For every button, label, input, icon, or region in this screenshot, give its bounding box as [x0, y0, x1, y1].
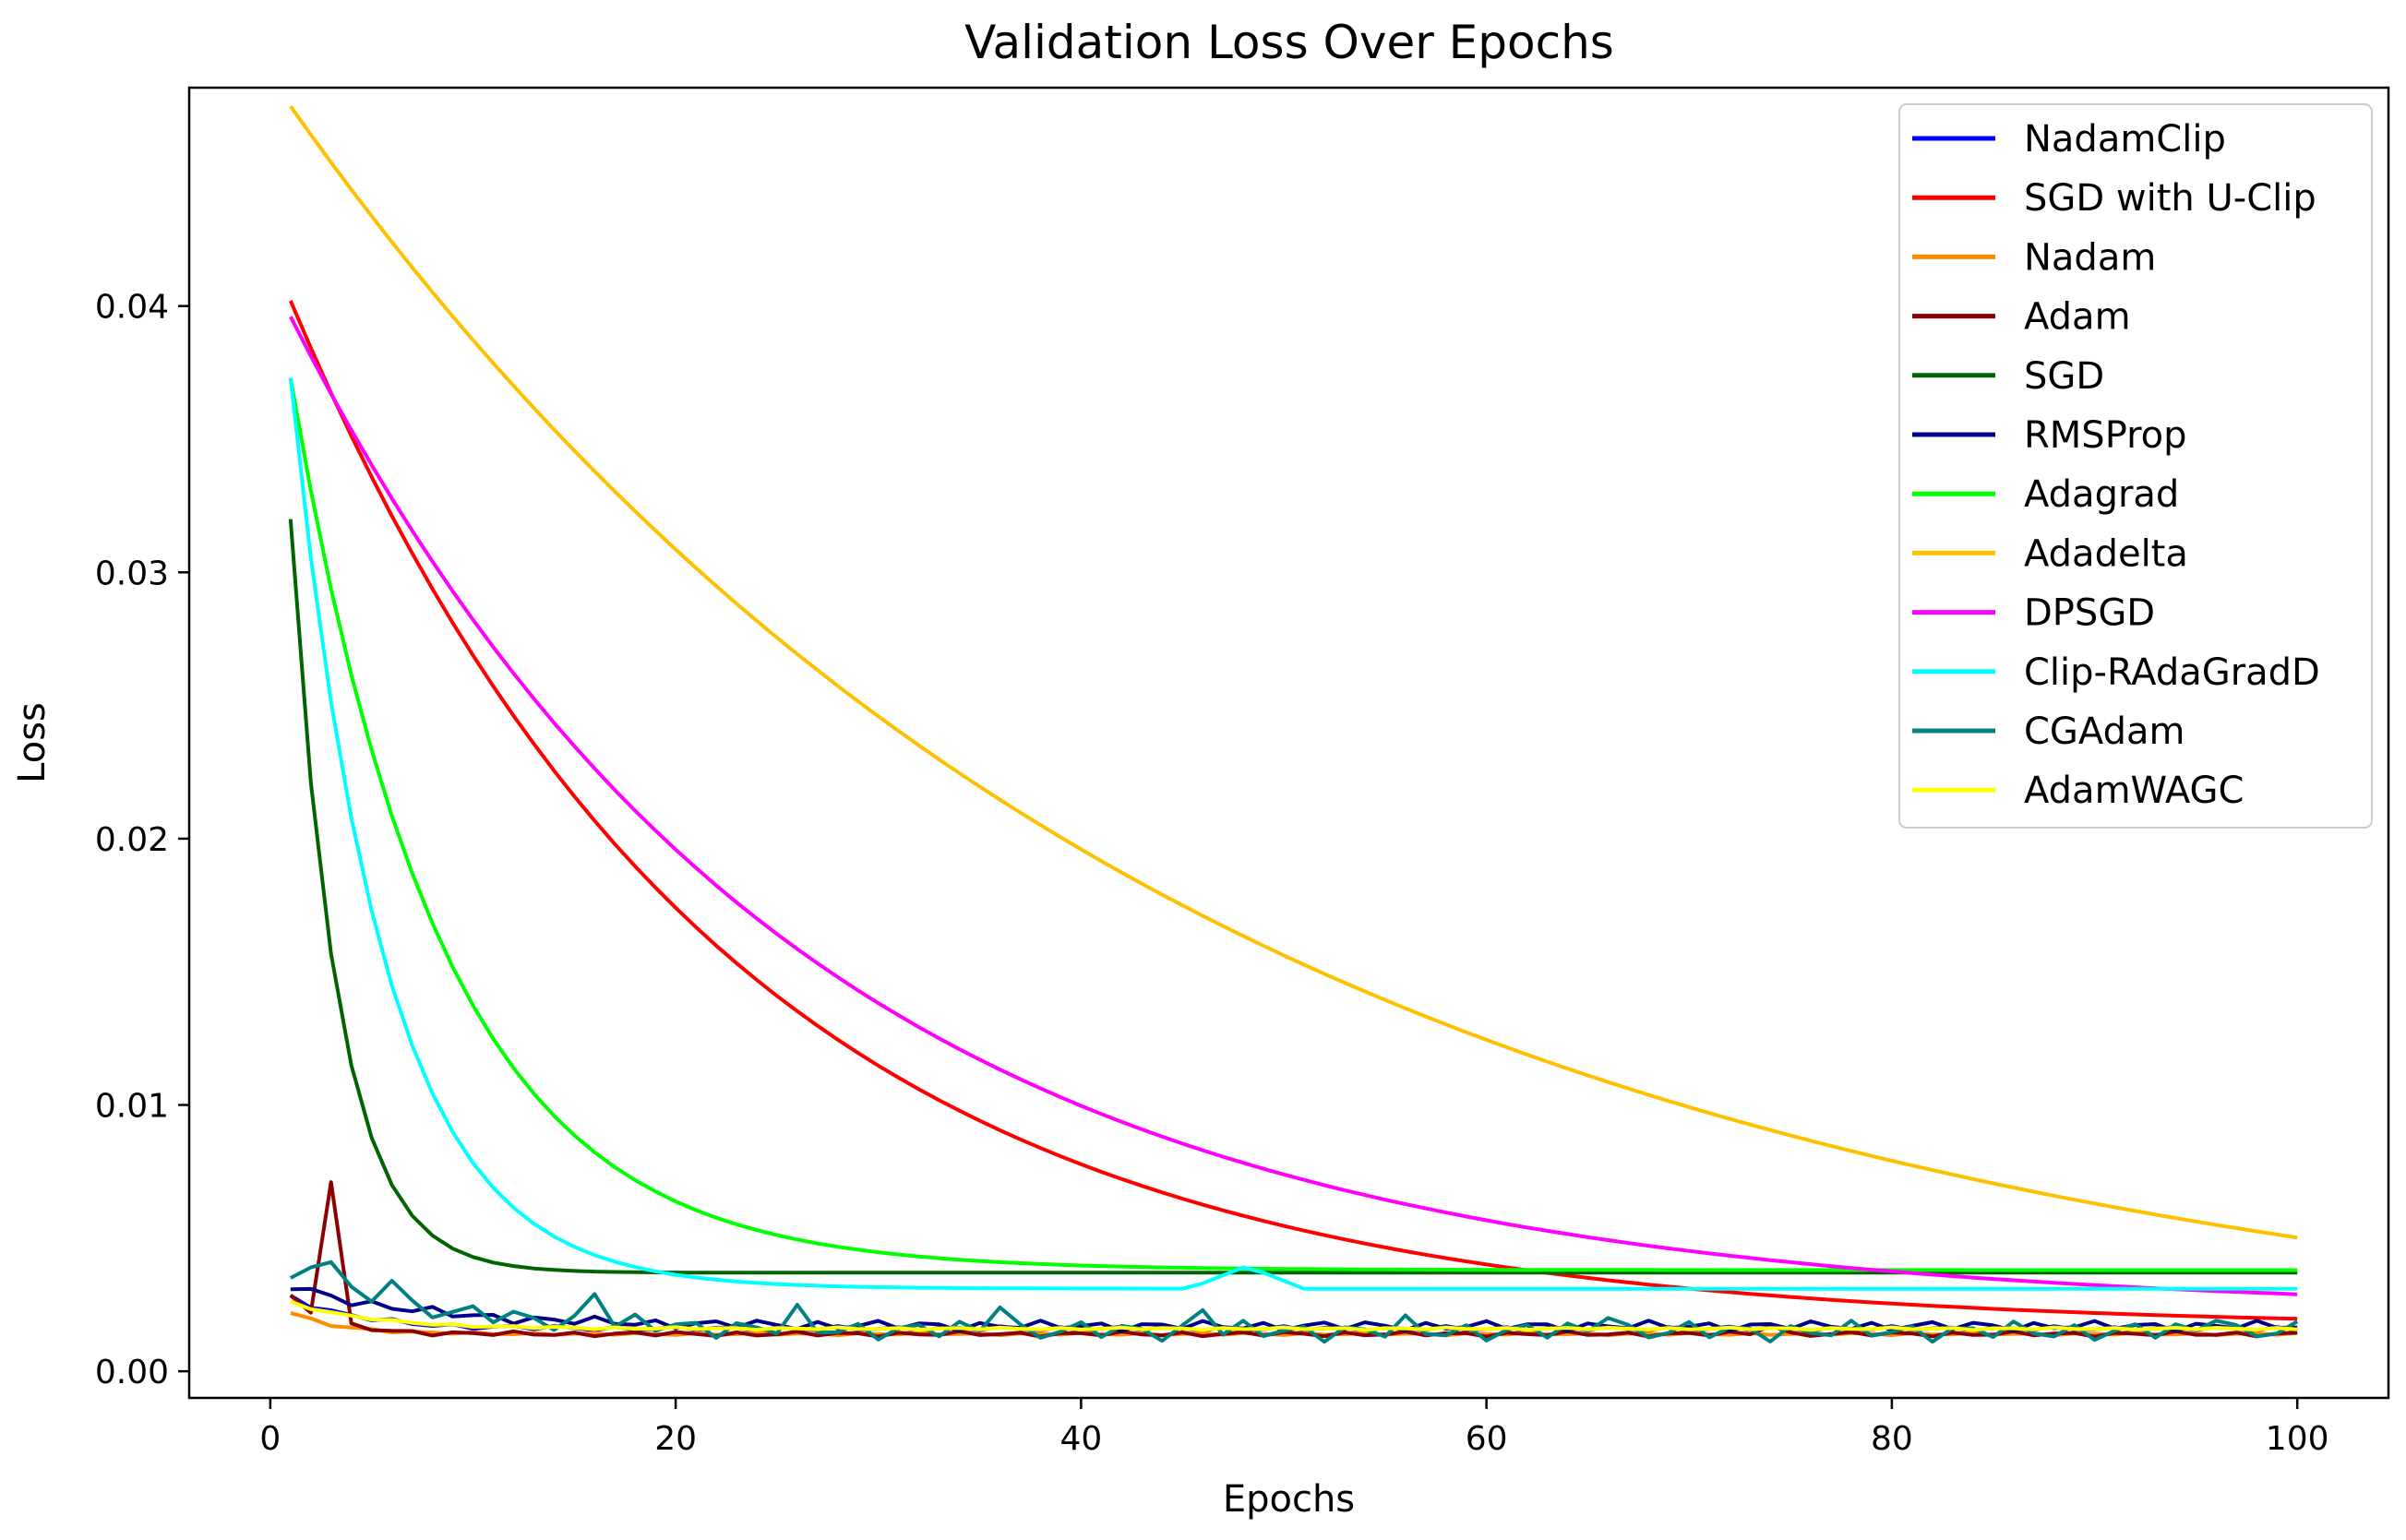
y-tick-label: 0.04: [95, 289, 169, 327]
x-tick-label: 40: [1059, 1420, 1102, 1458]
x-tick-label: 0: [259, 1420, 281, 1458]
chart-title: Validation Loss Over Epochs: [964, 16, 1614, 69]
x-tick-label: 100: [2266, 1420, 2329, 1458]
series-line-sgd-with-u-clip: [288, 300, 2298, 1321]
y-tick-label: 0.01: [95, 1088, 169, 1126]
legend-label: SGD with U-Clip: [2024, 177, 2316, 220]
series-lines: [288, 105, 2299, 1344]
series-line-adagrad: [288, 377, 2298, 1272]
series-line-adamwagc: [290, 1299, 2298, 1332]
y-tick-label: 0.00: [95, 1354, 169, 1391]
legend-label: CGAdam: [2024, 710, 2185, 753]
legend-label: Clip-RAdaGradD: [2024, 651, 2320, 694]
y-tick-label: 0.03: [95, 555, 169, 592]
series-line-clip-radagradd: [288, 377, 2298, 1291]
y-tick-label: 0.02: [95, 821, 169, 859]
legend-label: Adam: [2024, 296, 2131, 339]
x-tick-label: 20: [654, 1420, 697, 1458]
y-axis-ticks: 0.00 0.01 0.02 0.03 0.04: [95, 289, 189, 1391]
plot-area-frame: [187, 86, 2390, 1400]
legend-box: [1898, 103, 2373, 829]
x-axis-ticks: 0 20 40 60 80 100: [259, 1398, 2329, 1458]
series-line-dpsgd: [289, 316, 2298, 1296]
legend-label: RMSProp: [2024, 414, 2187, 457]
y-axis-label: Loss: [11, 702, 54, 783]
legend-label: SGD: [2024, 355, 2104, 398]
series-line-sgd: [288, 519, 2298, 1275]
legend-label: DPSGD: [2024, 592, 2155, 635]
series-line-adam: [289, 1180, 2298, 1339]
legend-label: Adagrad: [2024, 473, 2179, 516]
legend-label: Adadelta: [2024, 532, 2188, 575]
series-line-adadelta: [289, 105, 2298, 1240]
legend-label: Nadam: [2024, 236, 2156, 279]
legend: NadamClip SGD with U-Clip Nadam Adam SGD RMSP…: [1898, 103, 2373, 829]
x-tick-label: 80: [1871, 1420, 1913, 1458]
legend-label: AdamWAGC: [2024, 770, 2244, 812]
x-tick-label: 60: [1466, 1420, 1508, 1458]
x-axis-label: Epochs: [1223, 1478, 1355, 1521]
legend-label: NadamClip: [2024, 118, 2226, 161]
